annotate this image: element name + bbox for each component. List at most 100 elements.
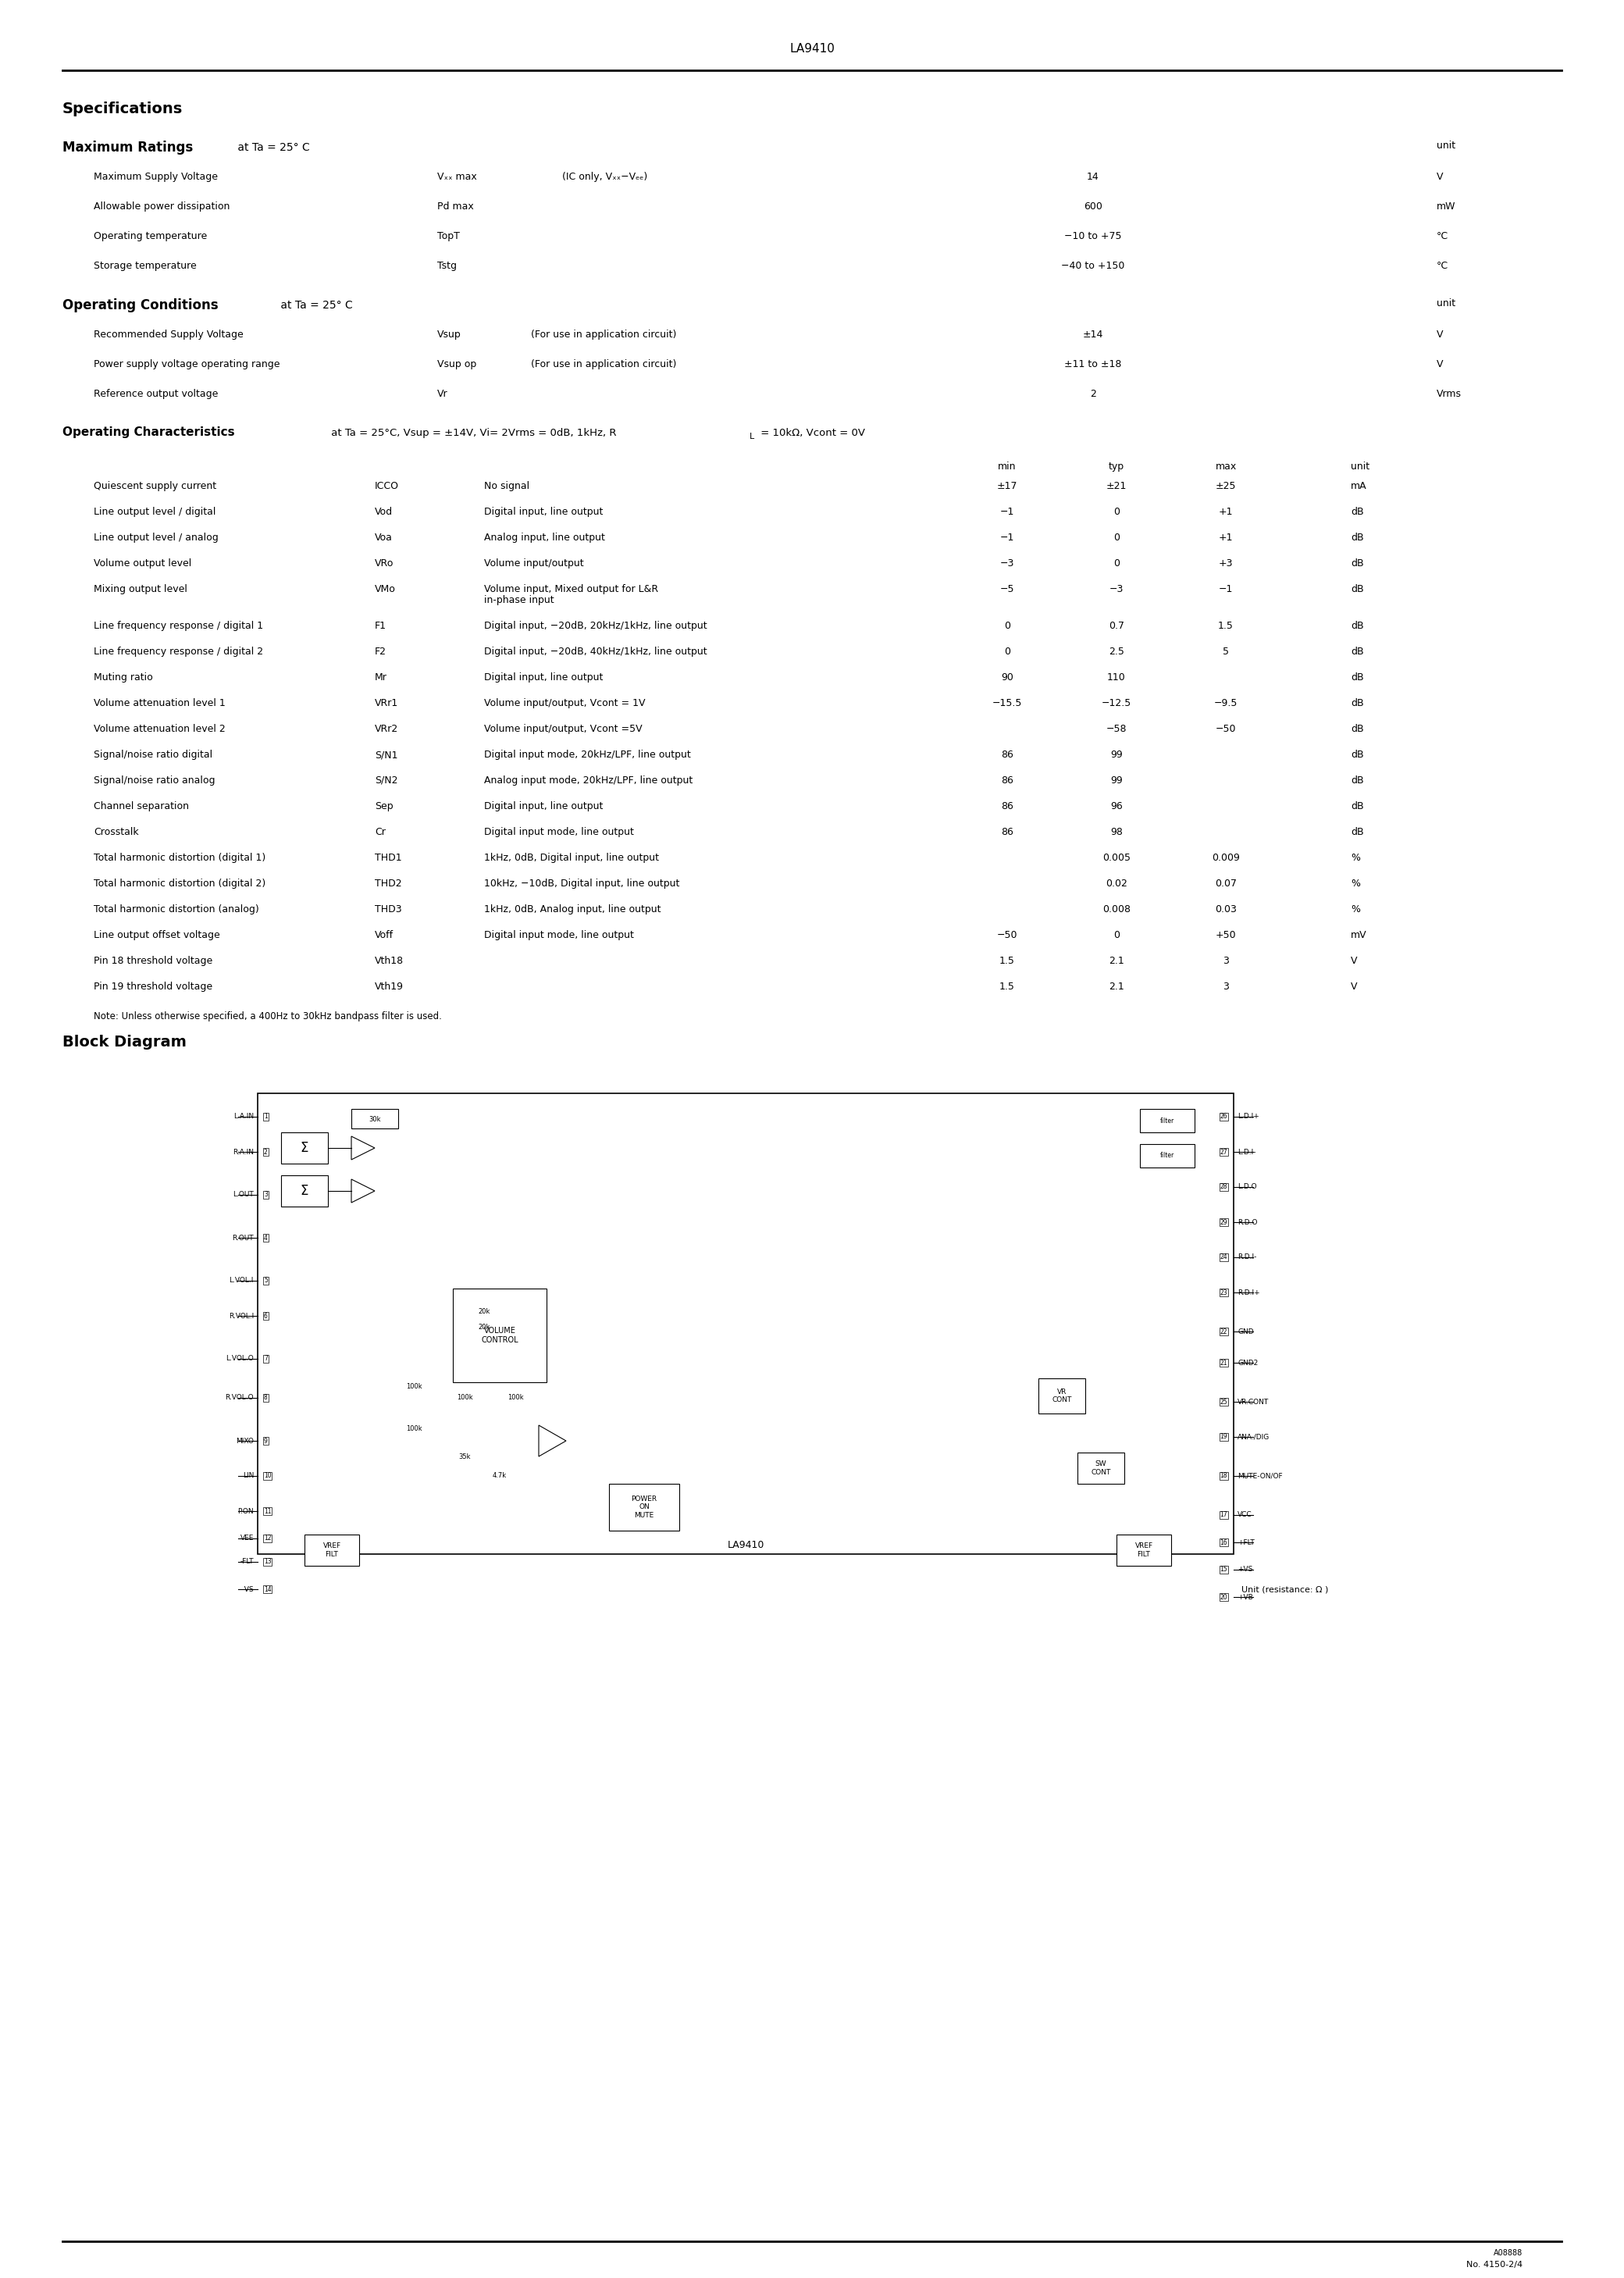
Text: Line output offset voltage: Line output offset voltage — [94, 929, 219, 941]
Text: Tstg: Tstg — [437, 262, 456, 271]
Text: −40 to +150: −40 to +150 — [1062, 262, 1125, 271]
Bar — [351, 1109, 398, 1128]
Text: Volume input/output, Vcont = 1V: Volume input/output, Vcont = 1V — [484, 697, 645, 708]
Text: at Ta = 25° C: at Ta = 25° C — [278, 301, 352, 310]
Text: R.D.I-: R.D.I- — [1237, 1253, 1257, 1260]
Text: 2.1: 2.1 — [1109, 982, 1124, 991]
Text: 1.5: 1.5 — [999, 957, 1015, 966]
Text: Line frequency response / digital 1: Line frequency response / digital 1 — [94, 622, 263, 631]
Text: 90: 90 — [1000, 672, 1013, 683]
Text: Digital input mode, line output: Digital input mode, line output — [484, 929, 633, 941]
Text: +VS: +VS — [1237, 1567, 1252, 1574]
Text: −50: −50 — [1215, 724, 1236, 734]
Text: (For use in application circuit): (For use in application circuit) — [531, 330, 677, 339]
Text: −9.5: −9.5 — [1215, 697, 1237, 708]
Text: = 10kΩ, Vcont = 0V: = 10kΩ, Vcont = 0V — [757, 428, 866, 437]
Text: at Ta = 25°C, Vsup = ±14V, Vi= 2Vrms = 0dB, 1kHz, R: at Ta = 25°C, Vsup = ±14V, Vi= 2Vrms = 0… — [328, 428, 617, 437]
Text: Signal/noise ratio digital: Signal/noise ratio digital — [94, 749, 213, 761]
Text: 20k: 20k — [477, 1324, 490, 1330]
Text: 20: 20 — [1220, 1595, 1228, 1601]
Text: Vr: Vr — [437, 390, 448, 399]
Text: GND2: GND2 — [1237, 1360, 1259, 1367]
Text: 5: 5 — [263, 1278, 268, 1285]
Text: Volume input, Mixed output for L&R: Volume input, Mixed output for L&R — [484, 583, 658, 595]
Text: VRr2: VRr2 — [375, 724, 398, 734]
Text: 0.008: 0.008 — [1103, 904, 1130, 913]
Text: VR.CONT: VR.CONT — [1237, 1399, 1268, 1406]
Text: Total harmonic distortion (digital 2): Total harmonic distortion (digital 2) — [94, 879, 266, 888]
Text: 0: 0 — [1114, 533, 1119, 542]
Text: −5: −5 — [1000, 583, 1015, 595]
Text: 3: 3 — [1223, 957, 1229, 966]
Text: dB: dB — [1351, 533, 1364, 542]
Text: 23: 23 — [1220, 1289, 1228, 1296]
Text: 27: 27 — [1220, 1148, 1228, 1155]
Text: mW: mW — [1437, 200, 1455, 212]
Text: 0.07: 0.07 — [1215, 879, 1237, 888]
Text: 0.7: 0.7 — [1109, 622, 1124, 631]
Text: dB: dB — [1351, 672, 1364, 683]
Text: R.OUT: R.OUT — [232, 1235, 253, 1242]
Text: 99: 99 — [1111, 749, 1122, 761]
Text: ±17: ±17 — [997, 481, 1018, 492]
Text: mA: mA — [1351, 481, 1367, 492]
Text: Quiescent supply current: Quiescent supply current — [94, 481, 216, 492]
Text: in-phase input: in-phase input — [484, 595, 554, 606]
Text: 6: 6 — [263, 1312, 268, 1319]
Text: 35k: 35k — [458, 1453, 471, 1460]
Text: 86: 86 — [1000, 827, 1013, 838]
Text: Operating Conditions: Operating Conditions — [62, 298, 218, 312]
Text: 98: 98 — [1111, 827, 1122, 838]
Bar — [1140, 1109, 1195, 1132]
Text: mV: mV — [1351, 929, 1367, 941]
Text: Operating Characteristics: Operating Characteristics — [62, 426, 235, 437]
Text: Vth19: Vth19 — [375, 982, 404, 991]
Text: S/N2: S/N2 — [375, 775, 398, 786]
Text: R.D.O: R.D.O — [1237, 1219, 1257, 1226]
Text: 29: 29 — [1220, 1219, 1228, 1226]
Text: V: V — [1437, 330, 1444, 339]
Text: VOLUME
CONTROL: VOLUME CONTROL — [481, 1328, 518, 1344]
Text: 21: 21 — [1220, 1360, 1228, 1367]
Text: 600: 600 — [1083, 200, 1103, 212]
Text: VRo: VRo — [375, 558, 393, 570]
Text: +3: +3 — [1218, 558, 1233, 570]
Text: dB: dB — [1351, 647, 1364, 656]
Text: 0: 0 — [1004, 622, 1010, 631]
Text: Vod: Vod — [375, 506, 393, 517]
Text: 2.5: 2.5 — [1109, 647, 1124, 656]
Text: Total harmonic distortion (analog): Total harmonic distortion (analog) — [94, 904, 258, 913]
Text: min: min — [999, 462, 1017, 472]
Text: V: V — [1437, 360, 1444, 369]
Text: 13: 13 — [263, 1558, 271, 1565]
Text: 1.5: 1.5 — [999, 982, 1015, 991]
Text: L.D.O: L.D.O — [1237, 1185, 1257, 1191]
Text: Muting ratio: Muting ratio — [94, 672, 153, 683]
Text: 28: 28 — [1220, 1185, 1228, 1191]
Text: Power supply voltage operating range: Power supply voltage operating range — [94, 360, 279, 369]
Text: 9: 9 — [263, 1437, 268, 1444]
Text: dB: dB — [1351, 583, 1364, 595]
Text: 20k: 20k — [477, 1308, 490, 1314]
Text: SW
CONT: SW CONT — [1091, 1460, 1111, 1476]
Text: VCC: VCC — [1237, 1513, 1252, 1519]
Text: Σ: Σ — [300, 1141, 309, 1155]
Text: THD1: THD1 — [375, 852, 401, 863]
Text: 1kHz, 0dB, Digital input, line output: 1kHz, 0dB, Digital input, line output — [484, 852, 659, 863]
Text: L.A.IN: L.A.IN — [234, 1114, 253, 1121]
Text: ±21: ±21 — [1106, 481, 1127, 492]
Bar — [1117, 1535, 1171, 1565]
Text: dB: dB — [1351, 697, 1364, 708]
Text: 4: 4 — [263, 1235, 268, 1242]
Text: +VB: +VB — [1237, 1595, 1254, 1601]
Text: Pin 18 threshold voltage: Pin 18 threshold voltage — [94, 957, 213, 966]
Text: V: V — [1437, 171, 1444, 182]
Text: 1kHz, 0dB, Analog input, line output: 1kHz, 0dB, Analog input, line output — [484, 904, 661, 913]
Text: −1: −1 — [1218, 583, 1233, 595]
Text: ±14: ±14 — [1083, 330, 1103, 339]
Text: Recommended Supply Voltage: Recommended Supply Voltage — [94, 330, 244, 339]
Text: °C: °C — [1437, 262, 1449, 271]
Text: POWER
ON
MUTE: POWER ON MUTE — [632, 1497, 658, 1519]
Text: −1: −1 — [1000, 506, 1015, 517]
Text: 8: 8 — [263, 1394, 268, 1401]
